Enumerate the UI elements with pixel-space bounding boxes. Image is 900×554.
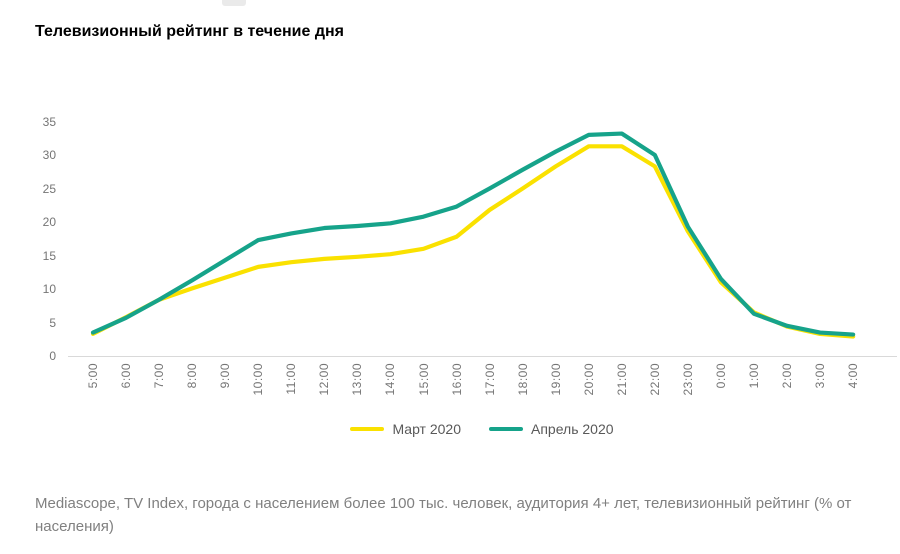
x-axis-tick-label: 19:00 [548,363,563,396]
series-line-0 [90,144,856,339]
x-axis-tick-label: 8:00 [185,363,200,389]
x-axis-tick-label: 1:00 [747,363,761,389]
legend-label-april: Апрель 2020 [531,421,614,437]
series-line-1 [90,131,856,337]
legend-item-march: Март 2020 [350,421,461,437]
chart-canvas [68,131,897,357]
source-note: Mediascope, TV Index, города с население… [35,495,852,535]
y-axis-tick-label: 25 [42,181,56,196]
x-axis-tick-label: 14:00 [383,363,398,396]
y-axis-tick-label: 20 [42,215,56,229]
x-axis-tick-label: 15:00 [416,363,431,396]
y-axis-tick-label: 5 [49,315,56,330]
x-axis-tick-label: 11:00 [284,363,299,395]
x-axis-tick-label: 9:00 [218,363,233,389]
legend-item-april: Апрель 2020 [489,421,614,437]
x-axis-tick-label: 23:00 [680,363,695,396]
chart-legend: Март 2020 Апрель 2020 [68,418,896,440]
y-axis-tick-label: 30 [42,148,56,162]
april-series-swatch [489,427,523,431]
y-axis-tick-label: 10 [42,282,56,296]
x-axis-tick-label: 3:00 [813,363,828,389]
x-axis-tick-label: 16:00 [449,363,464,396]
y-axis-tick-label: 0 [49,349,56,363]
screenshot-edge-artifact [222,0,246,6]
march-series-swatch [350,427,385,431]
x-axis-tick-label: 5:00 [86,363,100,389]
x-axis-tick-label: 17:00 [482,363,497,396]
x-axis-tick-label: 12:00 [317,363,332,396]
x-axis-tick-label: 18:00 [515,363,530,396]
x-axis-tick-label: 22:00 [647,363,662,396]
x-axis-tick-label: 6:00 [119,363,134,389]
legend-label-march: Март 2020 [392,421,461,437]
line-chart: 0 5 10 15 20 25 30 35 5:00 6:00 7:00 8:00 9:00 10:00… [42,114,897,396]
x-axis-tick-label: 7:00 [152,363,167,389]
x-axis-tick-label: 13:00 [350,363,365,396]
x-axis-tick-label: 20:00 [581,363,596,396]
x-axis-tick-label: 4:00 [846,363,861,389]
chart-title: Телевизионный рейтинг в течение дня [35,23,344,40]
y-axis-tick-label: 15 [42,248,56,263]
x-axis-tick-label: 21:00 [614,363,629,396]
y-axis-tick-label: 35 [42,114,56,129]
x-axis-tick-label: 10:00 [251,363,266,396]
x-axis-tick-label: 2:00 [780,363,795,389]
x-axis-tick-label: 0:00 [713,363,728,389]
